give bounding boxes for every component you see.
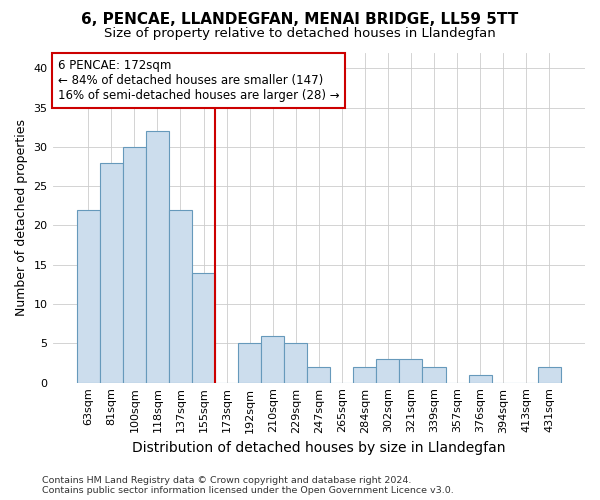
- Bar: [353, 367, 376, 382]
- Bar: [169, 210, 192, 382]
- Bar: [469, 375, 491, 382]
- Bar: [284, 344, 307, 382]
- Bar: [400, 359, 422, 382]
- Bar: [261, 336, 284, 382]
- Bar: [376, 359, 400, 382]
- Bar: [538, 367, 561, 382]
- X-axis label: Distribution of detached houses by size in Llandegfan: Distribution of detached houses by size …: [132, 441, 506, 455]
- Bar: [192, 272, 215, 382]
- Text: Contains HM Land Registry data © Crown copyright and database right 2024.
Contai: Contains HM Land Registry data © Crown c…: [42, 476, 454, 495]
- Bar: [146, 131, 169, 382]
- Text: 6, PENCAE, LLANDEGFAN, MENAI BRIDGE, LL59 5TT: 6, PENCAE, LLANDEGFAN, MENAI BRIDGE, LL5…: [82, 12, 518, 28]
- Bar: [307, 367, 330, 382]
- Bar: [100, 162, 123, 382]
- Bar: [422, 367, 446, 382]
- Bar: [123, 147, 146, 382]
- Text: Size of property relative to detached houses in Llandegfan: Size of property relative to detached ho…: [104, 28, 496, 40]
- Text: 6 PENCAE: 172sqm
← 84% of detached houses are smaller (147)
16% of semi-detached: 6 PENCAE: 172sqm ← 84% of detached house…: [58, 59, 340, 102]
- Y-axis label: Number of detached properties: Number of detached properties: [15, 119, 28, 316]
- Bar: [77, 210, 100, 382]
- Bar: [238, 344, 261, 382]
